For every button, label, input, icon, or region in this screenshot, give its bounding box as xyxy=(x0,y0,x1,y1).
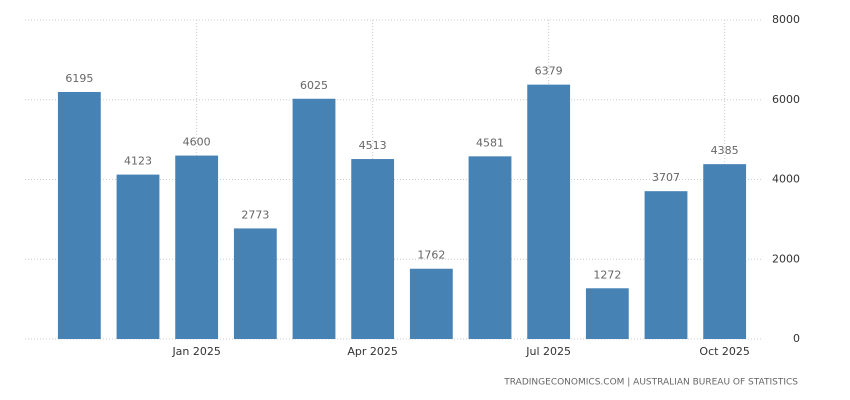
bar xyxy=(703,164,747,339)
value-label: 1762 xyxy=(417,249,445,262)
bar xyxy=(116,174,160,339)
bar xyxy=(409,268,453,339)
x-tick-label: Oct 2025 xyxy=(699,345,750,358)
x-tick-label: Jul 2025 xyxy=(525,345,571,358)
value-label: 1272 xyxy=(593,268,621,281)
bar xyxy=(292,98,336,339)
y-tick-label: 6000 xyxy=(772,93,800,106)
source: TRADINGECONOMICS.COM | AUSTRALIAN BUREAU… xyxy=(503,378,798,388)
bar xyxy=(468,156,512,339)
bar xyxy=(351,159,395,339)
bar xyxy=(644,191,688,339)
value-label: 6379 xyxy=(535,65,563,78)
y-tick-label: 0 xyxy=(793,332,800,345)
bar xyxy=(57,91,101,340)
value-label: 6195 xyxy=(65,72,93,85)
value-label: 4581 xyxy=(476,136,504,149)
bar xyxy=(527,84,571,339)
x-tick-label: Jan 2025 xyxy=(171,345,220,358)
x-tick-label: Apr 2025 xyxy=(347,345,398,358)
bar xyxy=(233,228,277,339)
bar xyxy=(585,288,629,339)
value-label: 4385 xyxy=(711,144,739,157)
y-tick-label: 8000 xyxy=(772,13,800,26)
value-label: 4513 xyxy=(359,139,387,152)
value-label: 2773 xyxy=(241,208,269,221)
y-tick-label: 4000 xyxy=(772,173,800,186)
value-label: 3707 xyxy=(652,171,680,184)
bar xyxy=(175,155,219,339)
value-label: 6025 xyxy=(300,79,328,92)
value-label: 4600 xyxy=(183,136,211,149)
y-tick-label: 2000 xyxy=(772,252,800,265)
value-label: 4123 xyxy=(124,155,152,168)
